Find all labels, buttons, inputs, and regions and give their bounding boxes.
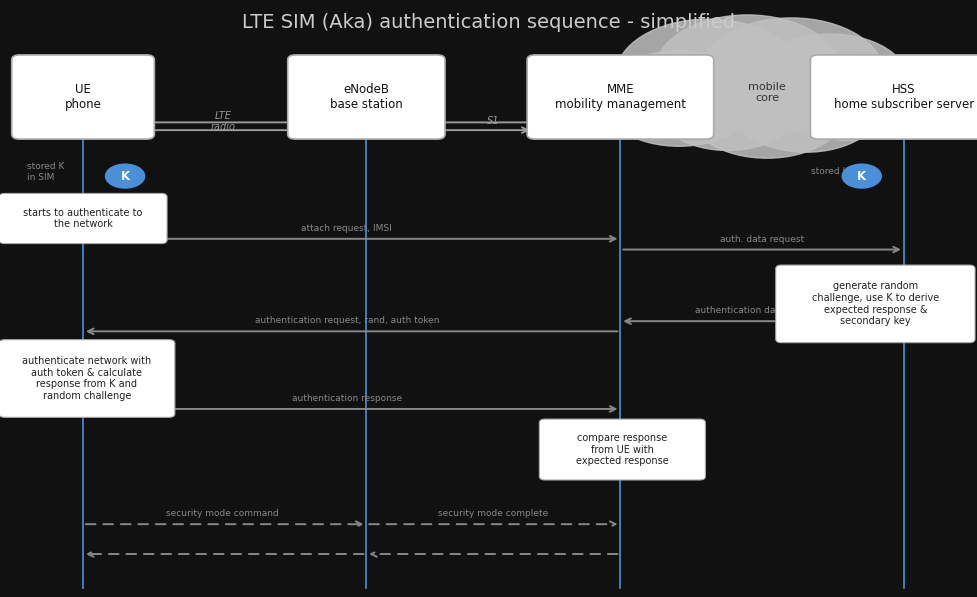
Text: compare response
from UE with
expected response: compare response from UE with expected r… <box>576 433 668 466</box>
Text: security mode command: security mode command <box>166 509 279 518</box>
Text: LTE
radio: LTE radio <box>210 110 235 133</box>
Circle shape <box>775 54 915 140</box>
Circle shape <box>601 51 757 146</box>
Text: LTE SIM (Aka) authentication sequence - simplified: LTE SIM (Aka) authentication sequence - … <box>242 13 735 32</box>
Text: generate random
challenge, use K to derive
expected response &
secondary key: generate random challenge, use K to deri… <box>812 281 939 327</box>
FancyBboxPatch shape <box>12 55 154 139</box>
FancyBboxPatch shape <box>528 55 713 139</box>
Circle shape <box>730 59 882 152</box>
Circle shape <box>752 34 909 130</box>
Text: authentication data response: authentication data response <box>696 306 828 315</box>
Circle shape <box>687 60 847 158</box>
Circle shape <box>655 61 801 150</box>
Text: attach request, IMSI: attach request, IMSI <box>302 224 392 233</box>
FancyBboxPatch shape <box>776 265 975 343</box>
Text: auth. data request: auth. data request <box>720 235 804 244</box>
Circle shape <box>616 19 801 133</box>
Text: security mode complete: security mode complete <box>439 509 548 518</box>
FancyBboxPatch shape <box>539 419 705 480</box>
FancyBboxPatch shape <box>287 55 445 139</box>
Text: eNodeB
base station: eNodeB base station <box>330 83 403 111</box>
Text: stored K: stored K <box>811 167 848 177</box>
Text: UE
phone: UE phone <box>64 83 102 111</box>
Text: mobile
core: mobile core <box>748 82 786 103</box>
Circle shape <box>655 15 840 128</box>
Text: authentication request, rand, auth token: authentication request, rand, auth token <box>255 316 439 325</box>
Text: authentication response: authentication response <box>292 394 402 403</box>
Text: S1: S1 <box>488 116 499 127</box>
Circle shape <box>699 18 884 131</box>
Circle shape <box>842 164 881 188</box>
Circle shape <box>106 164 145 188</box>
FancyBboxPatch shape <box>0 340 175 417</box>
Text: K: K <box>120 170 130 183</box>
Text: stored K
in SIM: stored K in SIM <box>27 162 64 181</box>
Text: HSS
home subscriber server: HSS home subscriber server <box>833 83 974 111</box>
Text: MME
mobility management: MME mobility management <box>555 83 686 111</box>
Text: authenticate network with
auth token & calculate
response from K and
random chal: authenticate network with auth token & c… <box>22 356 151 401</box>
Text: starts to authenticate to
the network: starts to authenticate to the network <box>23 208 143 229</box>
Text: K: K <box>857 170 867 183</box>
FancyBboxPatch shape <box>811 55 977 139</box>
FancyBboxPatch shape <box>0 193 167 244</box>
